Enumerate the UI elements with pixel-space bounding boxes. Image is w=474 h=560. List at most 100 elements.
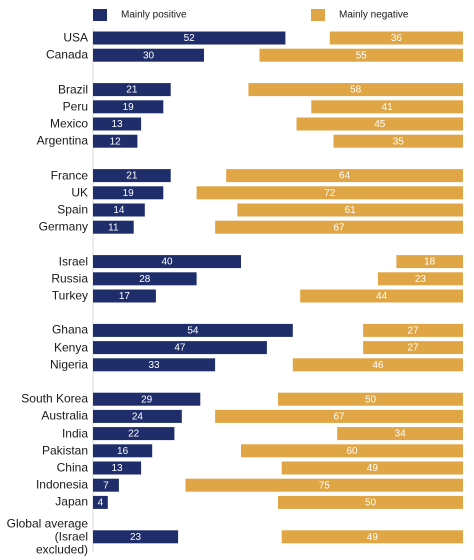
bar <box>93 169 171 183</box>
value-label: 75 <box>319 480 331 491</box>
bar <box>215 409 463 423</box>
category-label: China <box>56 460 88 475</box>
bar <box>93 220 134 234</box>
category-label: Spain <box>57 202 88 217</box>
bar <box>281 461 463 475</box>
legend-swatch <box>93 9 107 21</box>
value-label: 27 <box>407 343 419 354</box>
bar <box>281 530 463 544</box>
value-label: 47 <box>174 343 186 354</box>
value-label: 13 <box>111 463 123 474</box>
bar <box>311 100 463 114</box>
value-label: 61 <box>345 205 357 216</box>
bar <box>196 186 463 200</box>
value-label: 64 <box>339 171 351 182</box>
value-label: 30 <box>143 50 155 61</box>
bar <box>329 31 463 45</box>
bar <box>215 220 463 234</box>
category-label: Indonesia <box>35 477 88 492</box>
category-label: Turkey <box>51 288 88 303</box>
value-label: 49 <box>367 463 379 474</box>
bar <box>93 100 164 114</box>
value-label: 67 <box>333 222 345 233</box>
value-label: 12 <box>110 136 122 147</box>
bar <box>363 323 463 337</box>
value-label: 60 <box>346 446 358 457</box>
value-label: 67 <box>333 412 345 423</box>
bar <box>226 169 463 183</box>
bar <box>93 48 204 62</box>
value-label: 14 <box>113 205 125 216</box>
value-label: 4 <box>98 498 104 509</box>
value-label: 41 <box>382 102 394 113</box>
value-label: 55 <box>356 50 368 61</box>
value-label: 50 <box>365 498 377 509</box>
bar <box>396 255 463 269</box>
category-label: Global average (Israel excluded) <box>6 516 88 557</box>
bar <box>337 427 463 441</box>
bar <box>93 392 201 406</box>
value-label: 46 <box>372 360 384 371</box>
value-label: 7 <box>103 480 109 491</box>
value-label: 58 <box>350 85 362 96</box>
value-label: 21 <box>126 171 138 182</box>
category-label: France <box>50 168 88 183</box>
bar <box>93 255 241 269</box>
value-label: 22 <box>128 429 140 440</box>
category-label: Israel <box>58 254 88 269</box>
value-label: 36 <box>391 33 403 44</box>
category-label: India <box>61 426 88 441</box>
value-label: 13 <box>111 119 123 130</box>
value-label: 28 <box>139 274 151 285</box>
category-label: Kenya <box>53 340 88 355</box>
value-label: 44 <box>376 291 388 302</box>
category-label: Argentina <box>36 133 88 148</box>
value-label: 33 <box>148 360 160 371</box>
bar <box>93 31 286 45</box>
value-label: 23 <box>415 274 427 285</box>
bar <box>93 341 267 355</box>
bar <box>93 289 156 303</box>
bar <box>93 530 179 544</box>
category-label: Germany <box>38 219 88 234</box>
bar <box>278 392 463 406</box>
value-label: 23 <box>130 532 142 543</box>
bar <box>93 272 197 286</box>
bar <box>296 117 463 131</box>
bar <box>93 117 142 131</box>
bar <box>93 83 171 97</box>
bar <box>248 83 463 97</box>
value-label: 27 <box>407 326 419 337</box>
category-label: Pakistan <box>41 443 88 458</box>
bar <box>377 272 463 286</box>
bar <box>300 289 463 303</box>
category-label: Brazil <box>57 82 88 97</box>
category-label: Peru <box>62 99 88 114</box>
bar <box>333 134 463 148</box>
value-label: 17 <box>119 291 131 302</box>
category-label: Nigeria <box>49 357 88 372</box>
category-label: Russia <box>51 271 88 286</box>
value-label: 11 <box>108 222 119 233</box>
bar <box>93 186 164 200</box>
value-label: 19 <box>123 188 135 199</box>
legend-swatch <box>311 9 325 21</box>
legend-label: Mainly positive <box>121 10 187 21</box>
bar <box>93 461 142 475</box>
bar <box>363 341 463 355</box>
category-label: Canada <box>45 47 88 62</box>
legend-label: Mainly negative <box>339 10 409 21</box>
value-label: 50 <box>365 394 377 405</box>
value-label: 49 <box>367 532 379 543</box>
value-label: 21 <box>126 85 138 96</box>
category-label: Mexico <box>49 116 88 131</box>
category-label: South Korea <box>21 391 88 406</box>
bar <box>185 478 463 492</box>
bar <box>93 495 108 509</box>
bar <box>292 358 463 372</box>
value-label: 45 <box>374 119 386 130</box>
bar <box>93 358 216 372</box>
value-label: 19 <box>123 102 135 113</box>
category-label: Ghana <box>51 322 88 337</box>
